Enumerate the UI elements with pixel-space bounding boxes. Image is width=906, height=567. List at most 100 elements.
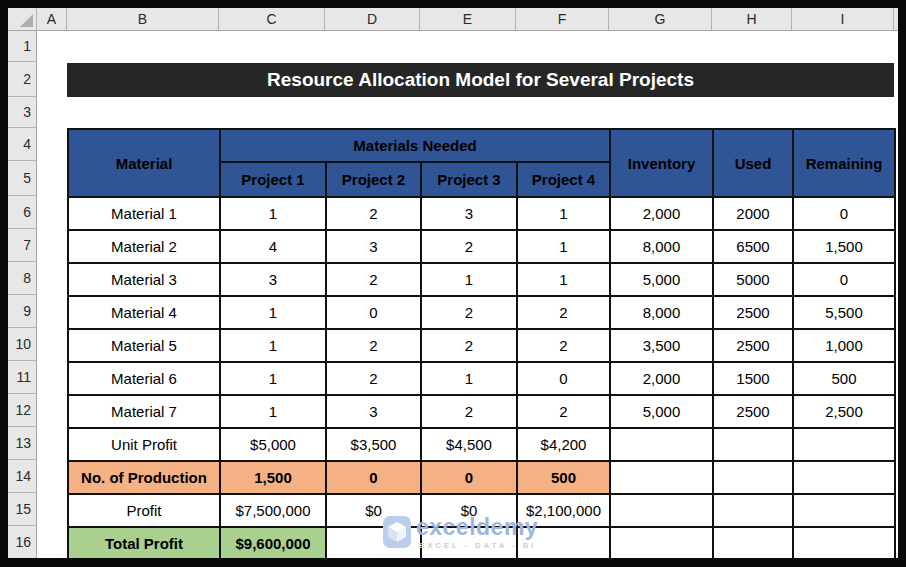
cell[interactable]: 5,000 <box>610 395 713 428</box>
cell[interactable]: 2500 <box>713 296 793 329</box>
empty-cell[interactable] <box>610 428 713 461</box>
row-header[interactable]: 11 <box>8 361 36 394</box>
cell[interactable]: 1 <box>220 362 326 395</box>
profit-label-cell[interactable]: Profit <box>68 494 220 527</box>
cell[interactable]: 1 <box>220 197 326 230</box>
empty-cell[interactable] <box>610 527 713 560</box>
project-header-cell[interactable]: Project 4 <box>517 162 610 197</box>
empty-cell[interactable] <box>610 461 713 494</box>
cell[interactable]: 5000 <box>713 263 793 296</box>
cell[interactable]: 2 <box>326 362 421 395</box>
cell[interactable]: 2,000 <box>610 362 713 395</box>
row-header[interactable]: 2 <box>8 62 36 97</box>
cell[interactable]: 2,000 <box>610 197 713 230</box>
material-header-cell[interactable]: Material <box>68 129 220 197</box>
column-header-d[interactable]: D <box>325 8 420 30</box>
title-banner[interactable]: Resource Allocation Model for Several Pr… <box>67 63 894 97</box>
cell[interactable]: 0 <box>421 461 517 494</box>
row-header[interactable]: 1 <box>8 31 36 62</box>
row-header[interactable]: 15 <box>8 493 36 526</box>
empty-cell[interactable] <box>793 428 895 461</box>
row-header[interactable]: 13 <box>8 427 36 460</box>
cell[interactable]: 1 <box>517 263 610 296</box>
empty-cell[interactable] <box>713 527 793 560</box>
cell[interactable]: 2 <box>326 263 421 296</box>
cell[interactable]: 2 <box>421 329 517 362</box>
total-profit-label-cell[interactable]: Total Profit <box>68 527 220 560</box>
empty-cell[interactable] <box>610 494 713 527</box>
cell[interactable]: 2500 <box>713 395 793 428</box>
cell[interactable]: 3,500 <box>610 329 713 362</box>
material-label-cell[interactable]: Material 2 <box>68 230 220 263</box>
cell[interactable]: 0 <box>326 296 421 329</box>
row-header[interactable]: 16 <box>8 526 36 559</box>
column-header-a[interactable]: A <box>37 8 67 30</box>
production-label-cell[interactable]: No. of Production <box>68 461 220 494</box>
cell[interactable]: 500 <box>517 461 610 494</box>
row-header[interactable]: 6 <box>8 196 36 229</box>
row-header[interactable]: 4 <box>8 128 36 161</box>
row-header[interactable]: 9 <box>8 295 36 328</box>
cell[interactable]: 3 <box>326 230 421 263</box>
total-profit-value-cell[interactable]: $9,600,000 <box>220 527 326 560</box>
cell[interactable]: 2 <box>326 329 421 362</box>
remaining-header-cell[interactable]: Remaining <box>793 129 895 197</box>
column-header-g[interactable]: G <box>609 8 712 30</box>
cell[interactable]: $4,200 <box>517 428 610 461</box>
material-label-cell[interactable]: Material 6 <box>68 362 220 395</box>
cell[interactable]: 500 <box>793 362 895 395</box>
empty-cell[interactable] <box>713 461 793 494</box>
empty-cell[interactable] <box>793 461 895 494</box>
material-label-cell[interactable]: Material 1 <box>68 197 220 230</box>
cell[interactable]: 0 <box>793 197 895 230</box>
row-header[interactable]: 3 <box>8 97 36 128</box>
row-header[interactable]: 7 <box>8 229 36 262</box>
row-header[interactable]: 10 <box>8 328 36 361</box>
cell[interactable]: 2 <box>421 230 517 263</box>
material-label-cell[interactable]: Material 4 <box>68 296 220 329</box>
column-header-c[interactable]: C <box>219 8 325 30</box>
cell[interactable]: 2500 <box>713 329 793 362</box>
cell[interactable]: 1 <box>421 263 517 296</box>
select-all-corner[interactable] <box>8 8 37 30</box>
empty-cell[interactable] <box>713 494 793 527</box>
cell[interactable]: 1 <box>220 296 326 329</box>
cell[interactable]: 2,500 <box>793 395 895 428</box>
cell[interactable]: 8,000 <box>610 230 713 263</box>
cell[interactable]: 0 <box>517 362 610 395</box>
column-header-h[interactable]: H <box>712 8 792 30</box>
cell[interactable]: 2 <box>421 296 517 329</box>
cell[interactable]: 2 <box>421 395 517 428</box>
cell[interactable]: 5,000 <box>610 263 713 296</box>
cell[interactable]: 1,000 <box>793 329 895 362</box>
column-header-i[interactable]: I <box>792 8 894 30</box>
cell[interactable]: $3,500 <box>326 428 421 461</box>
empty-cell[interactable] <box>793 494 895 527</box>
cell[interactable]: 3 <box>220 263 326 296</box>
empty-cell[interactable] <box>793 527 895 560</box>
row-header[interactable]: 14 <box>8 460 36 493</box>
cell[interactable]: 5,500 <box>793 296 895 329</box>
project-header-cell[interactable]: Project 2 <box>326 162 421 197</box>
cell[interactable]: 2000 <box>713 197 793 230</box>
empty-cell[interactable] <box>713 428 793 461</box>
cell[interactable]: 3 <box>421 197 517 230</box>
cell[interactable]: 1500 <box>713 362 793 395</box>
cell[interactable]: 1 <box>517 197 610 230</box>
cell[interactable]: 6500 <box>713 230 793 263</box>
cell[interactable]: 1 <box>421 362 517 395</box>
cell[interactable]: 2 <box>517 296 610 329</box>
row-header[interactable]: 5 <box>8 161 36 196</box>
cell[interactable]: 1,500 <box>220 461 326 494</box>
material-label-cell[interactable]: Material 5 <box>68 329 220 362</box>
cell[interactable]: $5,000 <box>220 428 326 461</box>
cell[interactable]: 1,500 <box>793 230 895 263</box>
cell[interactable]: 1 <box>220 395 326 428</box>
column-header-e[interactable]: E <box>420 8 516 30</box>
project-header-cell[interactable]: Project 1 <box>220 162 326 197</box>
project-header-cell[interactable]: Project 3 <box>421 162 517 197</box>
cell[interactable]: 2 <box>517 395 610 428</box>
cell[interactable]: 0 <box>326 461 421 494</box>
cell[interactable]: $7,500,000 <box>220 494 326 527</box>
cell[interactable]: 2 <box>517 329 610 362</box>
